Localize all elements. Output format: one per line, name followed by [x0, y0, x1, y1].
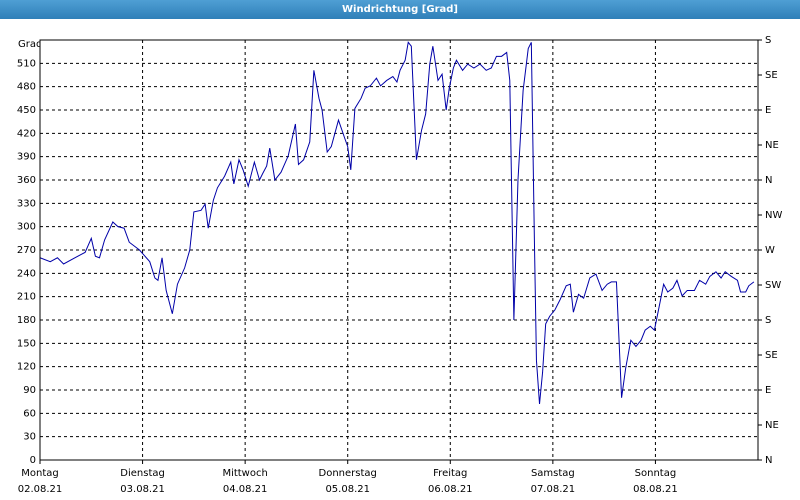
plot-frame [39, 39, 759, 461]
y-tick-label: 0 [30, 455, 36, 466]
y2-tick-label: SE [765, 350, 778, 361]
y2-tick-label: E [765, 105, 771, 116]
y2-tick-label: W [765, 245, 775, 256]
y-tick-label: 150 [17, 338, 36, 349]
x-tick-date: 03.08.21 [120, 484, 165, 495]
x-tick-date: 06.08.21 [428, 484, 473, 495]
x-tick-label: Samstag [531, 468, 575, 479]
y-tick-label: 300 [17, 222, 36, 233]
y-tick-label: 210 [17, 292, 36, 303]
wind-direction-line [39, 41, 755, 405]
x-tick-label: Sonntag [635, 468, 677, 479]
y-tick-label: 330 [17, 198, 36, 209]
plot-area [40, 40, 758, 460]
y-tick-label: 360 [17, 175, 36, 186]
y2-tick-label: SE [765, 70, 778, 81]
x-tick-label: Dienstag [120, 468, 165, 479]
y2-tick-label: E [765, 385, 771, 396]
y-tick-label: 120 [17, 362, 36, 373]
x-tick-label: Montag [21, 468, 58, 479]
x-tick-date: 07.08.21 [531, 484, 576, 495]
y-tick-label: 60 [23, 408, 36, 419]
y2-tick-label: NE [765, 420, 779, 431]
x-tick-label: Freitag [433, 468, 467, 479]
y2-tick-label: SW [765, 280, 781, 291]
x-tick-date: 04.08.21 [223, 484, 268, 495]
x-tick-label: Donnerstag [319, 468, 377, 479]
y-tick-label: 180 [17, 315, 36, 326]
y2-tick-label: S [765, 315, 771, 326]
x-tick-label: Mittwoch [222, 468, 267, 479]
y-tick-label: 270 [17, 245, 36, 256]
y-tick-label: 240 [17, 268, 36, 279]
x-tick-date: 08.08.21 [633, 484, 678, 495]
y-tick-label: 450 [17, 105, 36, 116]
y-tick-label: 30 [23, 432, 36, 443]
y-tick-label: 90 [23, 385, 36, 396]
y2-tick-label: NE [765, 140, 779, 151]
y-tick-label: 510 [17, 58, 36, 69]
y2-tick-label: N [765, 455, 772, 466]
y-tick-label: 390 [17, 152, 36, 163]
y2-tick-label: N [765, 175, 772, 186]
y-tick-label: 480 [17, 82, 36, 93]
y-tick-label: 420 [17, 128, 36, 139]
x-tick-date: 05.08.21 [325, 484, 370, 495]
window-title: Windrichtung [Grad] [0, 0, 800, 19]
chart: Grad 0 30 60 90 120 150 180 210 240 270 300 330 360 3… [17, 35, 783, 495]
y-axis-label: Grad [18, 39, 42, 50]
y2-tick-label: S [765, 35, 771, 46]
y2-tick-label: NW [765, 210, 782, 221]
x-tick-date: 02.08.21 [18, 484, 63, 495]
